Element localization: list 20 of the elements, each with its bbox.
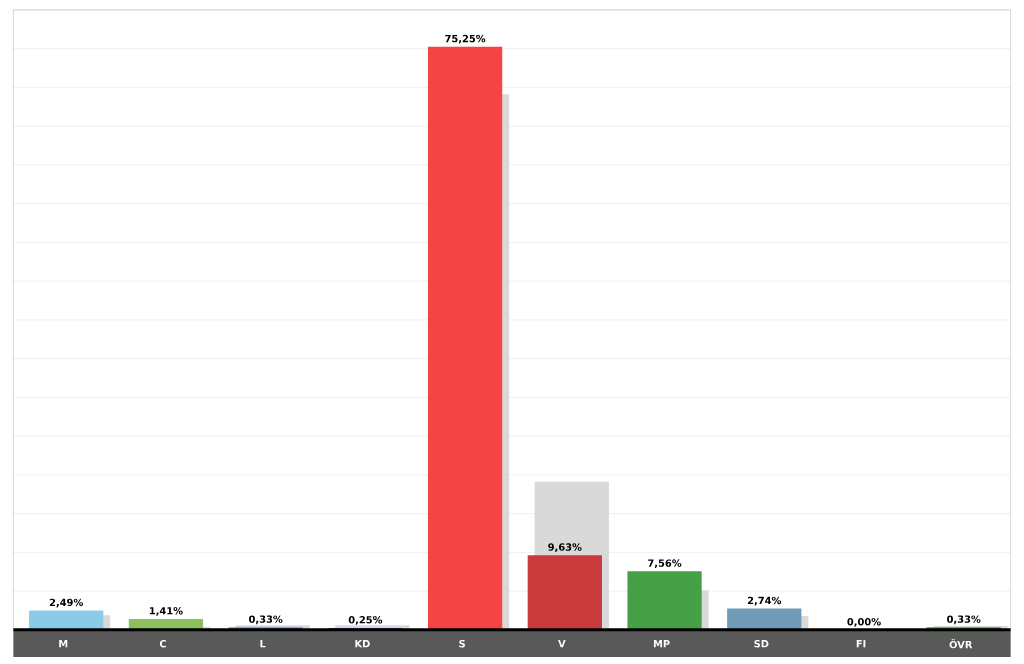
data-label: 0,33% xyxy=(249,615,283,625)
data-label: 1,41% xyxy=(149,607,183,616)
x-tick-label: C xyxy=(159,640,166,648)
x-tick-label: SD xyxy=(754,640,769,648)
x-tick-label: FI xyxy=(856,640,866,648)
data-label: 0,00% xyxy=(847,618,881,627)
x-tick-label: KD xyxy=(355,640,370,648)
x-tick-label: V xyxy=(558,640,566,648)
data-label: 0,25% xyxy=(348,616,383,625)
data-label: 0,33% xyxy=(947,615,981,625)
data-label: 9,63% xyxy=(548,543,582,553)
x-tick-label: MP xyxy=(653,640,670,648)
x-tick-label: M xyxy=(59,640,68,648)
x-tick-label: ÖVR xyxy=(949,639,973,649)
data-label: 2,49% xyxy=(49,598,84,608)
data-label: 75,25% xyxy=(445,35,486,44)
x-tick-label: L xyxy=(260,640,266,648)
x-tick-label: S xyxy=(459,640,465,648)
data-label: 7,56% xyxy=(648,559,682,569)
data-label: 2,74% xyxy=(747,596,782,606)
